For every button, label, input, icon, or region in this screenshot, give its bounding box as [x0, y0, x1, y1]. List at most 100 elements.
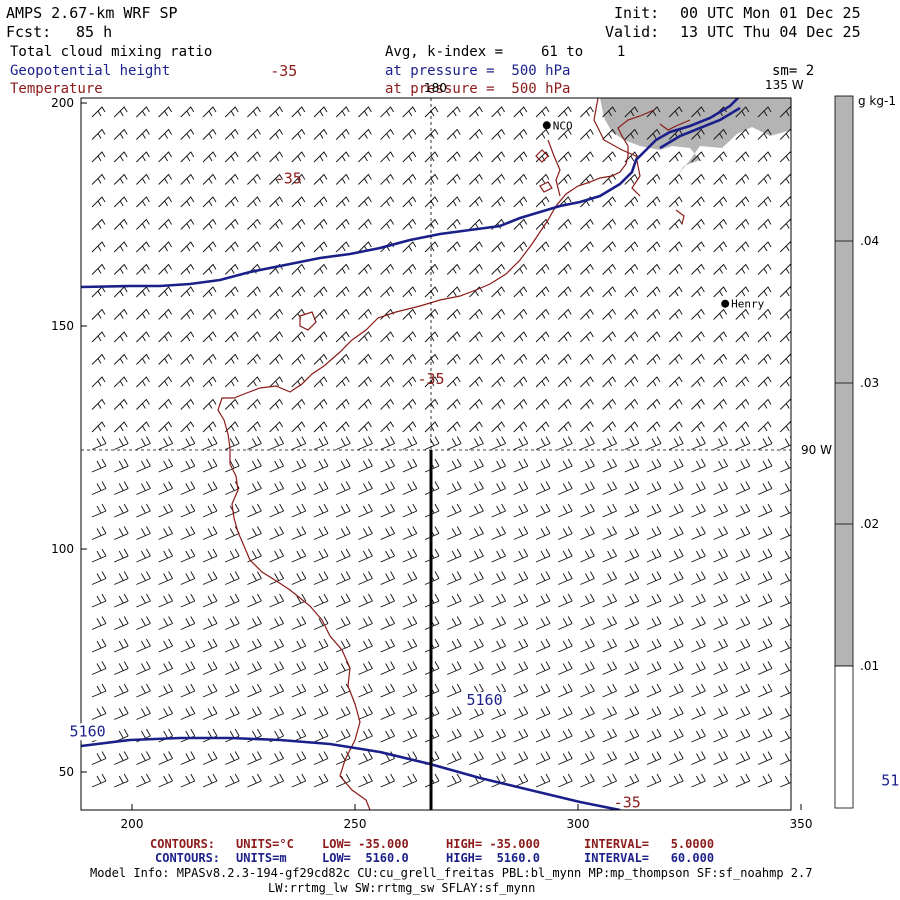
- wind-barb: [624, 728, 640, 743]
- wind-barb: [91, 661, 107, 675]
- wind-barb: [513, 503, 529, 518]
- wind-barb: [335, 353, 350, 365]
- wind-barb: [336, 751, 351, 765]
- wind-barb: [580, 458, 595, 473]
- wind-barb: [580, 616, 595, 630]
- wind-barb: [91, 241, 106, 253]
- wind-barb: [757, 548, 773, 563]
- wind-barb: [180, 773, 196, 788]
- wind-barb: [646, 241, 661, 253]
- meridian-label-180: 180: [424, 81, 447, 95]
- wind-barb: [247, 398, 261, 410]
- wind-barb: [557, 376, 572, 388]
- wind-barb: [713, 728, 728, 743]
- wind-barb: [224, 263, 239, 275]
- wind-barb: [402, 173, 417, 185]
- wind-barb: [114, 571, 129, 585]
- wind-barb: [757, 151, 772, 163]
- wind-barb: [202, 616, 218, 630]
- wind-barb: [624, 218, 639, 230]
- wind-barb: [491, 458, 506, 473]
- wind-barb: [225, 638, 240, 653]
- wind-barb: [624, 773, 640, 788]
- wind-barb: [158, 151, 172, 163]
- wind-barb: [380, 638, 395, 653]
- wind-barb: [580, 398, 594, 410]
- wind-barb: [158, 751, 173, 765]
- contour-temp-low: LOW= -35.000: [322, 837, 409, 851]
- wind-barb: [158, 481, 173, 495]
- wind-barb: [335, 151, 350, 163]
- wind-barb: [780, 548, 791, 563]
- wind-barb: [158, 571, 173, 585]
- wind-barb: [691, 503, 706, 518]
- wind-barb: [713, 706, 728, 720]
- temperature-label: -35: [417, 370, 444, 388]
- wind-barb: [114, 526, 129, 540]
- wind-barb: [313, 661, 329, 675]
- wind-barb: [202, 353, 217, 365]
- wind-barb: [402, 286, 417, 298]
- wind-barb: [224, 331, 239, 343]
- wind-barb: [646, 593, 662, 608]
- model-info-line2: LW:rrtmg_lw SW:rrtmg_sw SFLAY:sf_mynn: [268, 881, 536, 895]
- wind-barb: [225, 773, 240, 788]
- wind-barb: [402, 773, 418, 788]
- wind-barb: [624, 196, 639, 208]
- wind-barb: [269, 773, 284, 788]
- wind-barb: [158, 706, 173, 720]
- wind-barb: [513, 728, 529, 743]
- wind-barb: [291, 151, 306, 163]
- wind-barb: [225, 458, 240, 473]
- wind-barb: [380, 173, 394, 185]
- wind-barb: [757, 661, 773, 675]
- wind-barb: [114, 481, 129, 495]
- wind-barb: [358, 128, 372, 140]
- wind-barb: [269, 436, 284, 450]
- wind-barb: [735, 683, 751, 698]
- wind-barb: [491, 421, 505, 433]
- wind-barb: [91, 308, 106, 320]
- wind-barb: [469, 436, 484, 450]
- wind-barb: [313, 331, 328, 343]
- temperature-label: -35: [614, 794, 641, 812]
- wind-barb: [469, 503, 484, 518]
- wind-barb: [735, 331, 750, 343]
- wind-barb: [535, 308, 550, 320]
- wind-barb: [424, 241, 439, 253]
- wind-barb: [291, 616, 307, 630]
- wind-barb: [269, 263, 283, 275]
- wind-barb: [757, 263, 772, 275]
- wind-barb: [446, 421, 461, 433]
- wind-barb: [202, 173, 217, 185]
- wind-barb: [558, 706, 573, 720]
- geopotential-contour-5160-south: [81, 736, 621, 810]
- wind-barb: [180, 218, 195, 230]
- wind-barb: [358, 331, 372, 343]
- wind-barb: [669, 526, 684, 540]
- wind-barb: [780, 661, 791, 675]
- contour-height-low: LOW= 5160.0: [322, 851, 409, 865]
- wind-barb: [380, 728, 395, 743]
- wind-barb: [491, 503, 506, 518]
- wind-barb: [624, 128, 639, 140]
- wind-barb: [713, 151, 727, 163]
- wind-barb: [380, 218, 394, 230]
- wind-barb: [446, 218, 461, 230]
- wind-barb: [424, 218, 439, 230]
- colorbar-unit: g kg-1: [858, 94, 896, 108]
- wind-barb: [402, 683, 418, 698]
- wind-barb: [114, 503, 129, 518]
- wind-barb: [291, 526, 307, 540]
- wind-barb: [602, 773, 617, 788]
- wind-barb: [580, 241, 594, 253]
- smoothing-label: sm= 2: [772, 63, 815, 79]
- wind-barb: [91, 106, 106, 118]
- wind-barb: [225, 571, 240, 585]
- wind-barb: [691, 638, 706, 653]
- y-tick-label: 100: [51, 542, 74, 556]
- wind-barb: [646, 398, 661, 410]
- wind-barb: [491, 128, 505, 140]
- wind-barb: [557, 106, 572, 118]
- wind-barb: [335, 196, 350, 208]
